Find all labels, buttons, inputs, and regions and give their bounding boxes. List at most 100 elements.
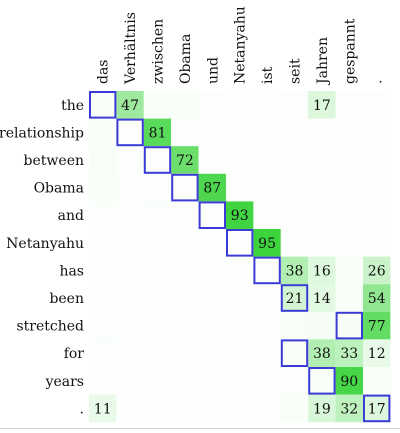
- target-word-label: und: [205, 57, 221, 84]
- alignment-box: [116, 118, 144, 147]
- heatmap-cell: [89, 256, 117, 285]
- heatmap-cell: [253, 201, 281, 229]
- cell-value-label: 38: [286, 263, 304, 279]
- heatmap-cell: [89, 311, 117, 340]
- heatmap-cell: [308, 146, 336, 174]
- heatmap-cell: [89, 146, 117, 174]
- cell-values: 47 17 81 72 87 93 95 38 16 26 21 14 54 77 38 33 12 90 11 19…: [94, 98, 386, 418]
- alignment-box: [280, 284, 309, 312]
- heatmap-cell: [171, 173, 199, 202]
- heatmap-cell: [198, 91, 226, 119]
- heatmap-cell: [308, 201, 336, 229]
- heatmap-cell: [335, 394, 363, 423]
- heatmap-cell: [171, 118, 199, 147]
- cell-value-label: 16: [313, 263, 331, 279]
- cell-value-label: 81: [149, 125, 167, 141]
- heatmap-cell: [198, 311, 226, 340]
- heatmap-cell: [280, 394, 309, 423]
- heatmap-cell: [171, 311, 199, 340]
- heatmap-cell: [363, 118, 391, 147]
- cell-value-label: 17: [313, 98, 331, 114]
- cell-value-label: 26: [368, 263, 386, 279]
- heatmap-cell: [198, 339, 226, 367]
- heatmap-cell: [171, 91, 199, 119]
- heatmap-cell: [143, 311, 172, 340]
- cell-value-label: 21: [286, 291, 304, 307]
- cell-value-label: 19: [313, 401, 331, 417]
- heatmap-cell: [116, 201, 144, 229]
- heatmap-cell: [335, 367, 363, 395]
- cell-value-label: 14: [313, 291, 331, 307]
- heatmap-cell: [280, 173, 309, 202]
- heatmap-cell: [226, 367, 254, 395]
- heatmap-cell: [198, 256, 226, 285]
- heatmap-cell: [143, 146, 172, 174]
- target-word-label: Obama: [178, 34, 194, 84]
- source-word-label: has: [59, 263, 84, 279]
- alignment-box: [308, 367, 336, 395]
- heatmap-cell: [308, 394, 336, 423]
- heatmap-cell: [171, 394, 199, 423]
- cell-value-label: 11: [94, 401, 112, 417]
- heatmap-cell: [226, 201, 254, 229]
- heatmap-cell: [363, 367, 391, 395]
- heatmap-cell: [280, 91, 309, 119]
- bottom-divider: [0, 428, 400, 429]
- heatmap-cell: [89, 367, 117, 395]
- heatmap-cell: [116, 229, 144, 257]
- heatmap-cell: [89, 394, 117, 423]
- heatmap-cell: [253, 146, 281, 174]
- cell-value-label: 47: [121, 98, 139, 114]
- heatmap-cell: [335, 229, 363, 257]
- heatmap-cell: [280, 311, 309, 340]
- heatmap-cell: [116, 146, 144, 174]
- heatmap-cell: [253, 339, 281, 367]
- target-word-labels: das Verhältnis zwischen Obama und Netanyahu is…: [96, 6, 386, 86]
- heatmap-cell: [89, 91, 117, 119]
- cell-value-label: 93: [231, 208, 249, 224]
- heatmap-cell: [280, 284, 309, 312]
- heatmap-cell: [143, 394, 172, 423]
- cell-value-label: 72: [176, 153, 194, 169]
- heatmap-cell: [198, 201, 226, 229]
- target-word-label: gespannt: [342, 18, 358, 84]
- heatmap-cell: [226, 394, 254, 423]
- heatmap-cell: [335, 256, 363, 285]
- heatmap-cell: [171, 367, 199, 395]
- heatmap-cell: [335, 173, 363, 202]
- cell-value-label: 33: [340, 346, 358, 362]
- heatmap-cell: [280, 201, 309, 229]
- heatmap-cell: [116, 284, 144, 312]
- heatmap-cell: [280, 146, 309, 174]
- heatmap-cell: [116, 256, 144, 285]
- heatmap-cell: [335, 311, 363, 340]
- heatmap-cell: [198, 284, 226, 312]
- heatmap-cell: [89, 173, 117, 202]
- heatmap-cell: [280, 256, 309, 285]
- heatmap-cell: [116, 173, 144, 202]
- heatmap-cell: [171, 201, 199, 229]
- heatmap-cell: [308, 367, 336, 395]
- heatmap-cell: [335, 201, 363, 229]
- source-word-label: stretched: [16, 319, 84, 335]
- source-word-label: for: [64, 346, 85, 362]
- cell-value-label: 95: [258, 236, 276, 252]
- heatmap-cell: [198, 229, 226, 257]
- alignment-box: [89, 91, 117, 119]
- heatmap-cell: [171, 256, 199, 285]
- heatmap-cell: [198, 394, 226, 423]
- heatmap-cell: [280, 367, 309, 395]
- heatmap-cell: [116, 339, 144, 367]
- heatmap-cell: [198, 173, 226, 202]
- target-word-label: zwischen: [151, 19, 167, 84]
- heatmap-cell: [308, 173, 336, 202]
- heatmap-cell: [253, 256, 281, 285]
- heatmap-cell: [198, 367, 226, 395]
- heatmap-cell: [89, 118, 117, 147]
- heatmap-cell: [143, 339, 172, 367]
- heatmap-cell: [143, 229, 172, 257]
- heatmap-cell: [226, 91, 254, 119]
- heatmap-cell: [253, 173, 281, 202]
- alignment-box: [171, 173, 199, 202]
- target-word-label: ist: [260, 66, 276, 84]
